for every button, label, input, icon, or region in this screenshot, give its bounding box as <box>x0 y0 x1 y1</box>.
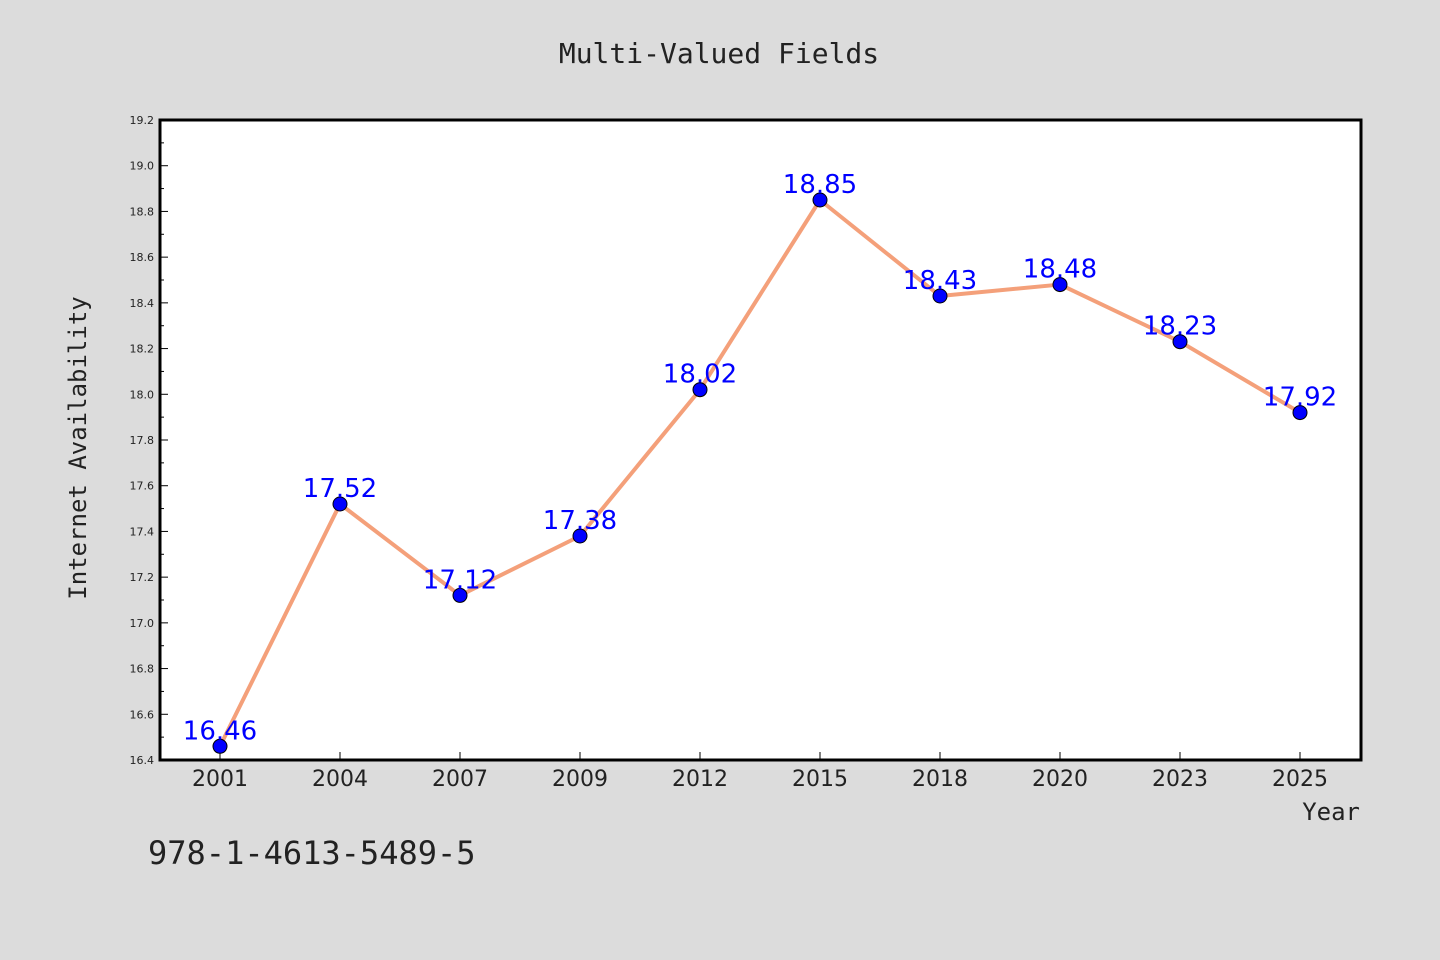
x-axis-label: Year <box>1302 798 1360 826</box>
data-label: 18.85 <box>783 170 857 200</box>
y-tick-label: 18.2 <box>130 343 155 356</box>
y-tick-label: 18.4 <box>130 297 155 310</box>
data-point <box>1172 334 1188 350</box>
y-tick-label: 18.8 <box>130 205 155 218</box>
data-point <box>812 192 828 208</box>
x-tick-label: 2020 <box>1032 767 1088 792</box>
y-tick-label: 16.6 <box>130 708 155 721</box>
y-tick-label: 17.0 <box>130 617 155 630</box>
data-label: 17.38 <box>543 506 617 536</box>
y-tick-label: 16.8 <box>130 663 155 676</box>
y-tick-label: 19.2 <box>130 114 155 127</box>
data-point <box>1292 405 1308 421</box>
data-label: 18.48 <box>1023 255 1097 285</box>
y-tick-label: 19.0 <box>130 160 155 173</box>
y-tick-label: 18.6 <box>130 251 155 264</box>
data-label: 17.12 <box>423 565 497 595</box>
data-label: 16.46 <box>183 716 257 746</box>
data-point <box>212 738 228 754</box>
x-tick-label: 2012 <box>672 767 728 792</box>
data-point <box>572 528 588 544</box>
y-tick-label: 17.6 <box>130 480 155 493</box>
y-tick-label: 17.2 <box>130 571 155 584</box>
x-tick-label: 2015 <box>792 767 848 792</box>
isbn-text: 978-1-4613-5489-5 <box>148 834 476 872</box>
data-label: 18.43 <box>903 266 977 296</box>
y-tick-label: 17.4 <box>130 525 155 538</box>
y-tick-label: 17.8 <box>130 434 155 447</box>
series-line <box>218 198 1302 748</box>
data-label: 18.23 <box>1143 312 1217 342</box>
data-point <box>1052 277 1068 293</box>
plot-area <box>158 118 1363 762</box>
x-tick-label: 2018 <box>912 767 968 792</box>
y-tick-label: 18.0 <box>130 388 155 401</box>
x-tick-label: 2025 <box>1272 767 1328 792</box>
x-tick-label: 2009 <box>552 767 608 792</box>
y-axis: 16.4 16.6 16.8 17.0 17.2 17.4 17.6 17.8 18.0 18.2… <box>130 114 168 767</box>
x-tick-label: 2023 <box>1152 767 1208 792</box>
x-tick-label: 2007 <box>432 767 488 792</box>
data-point <box>452 587 468 603</box>
data-label: 18.02 <box>663 360 737 390</box>
y-tick-label: 16.4 <box>130 754 155 767</box>
data-point <box>692 382 708 398</box>
data-label: 17.92 <box>1263 383 1337 413</box>
y-axis-label: Internet Availability <box>64 296 92 599</box>
series-layer: 16.46 17.52 17.12 17.38 18.02 18.85 18.43 18.48… <box>183 170 1337 754</box>
chart-title: Multi-Valued Fields <box>559 37 879 70</box>
data-label: 17.52 <box>303 474 377 504</box>
x-tick-label: 2001 <box>192 767 248 792</box>
x-axis: 2001 2004 2007 2009 2012 2015 2018 2020 2023 2025 <box>192 752 1328 792</box>
data-point <box>332 496 348 512</box>
x-tick-label: 2004 <box>312 767 368 792</box>
data-point <box>932 288 948 304</box>
